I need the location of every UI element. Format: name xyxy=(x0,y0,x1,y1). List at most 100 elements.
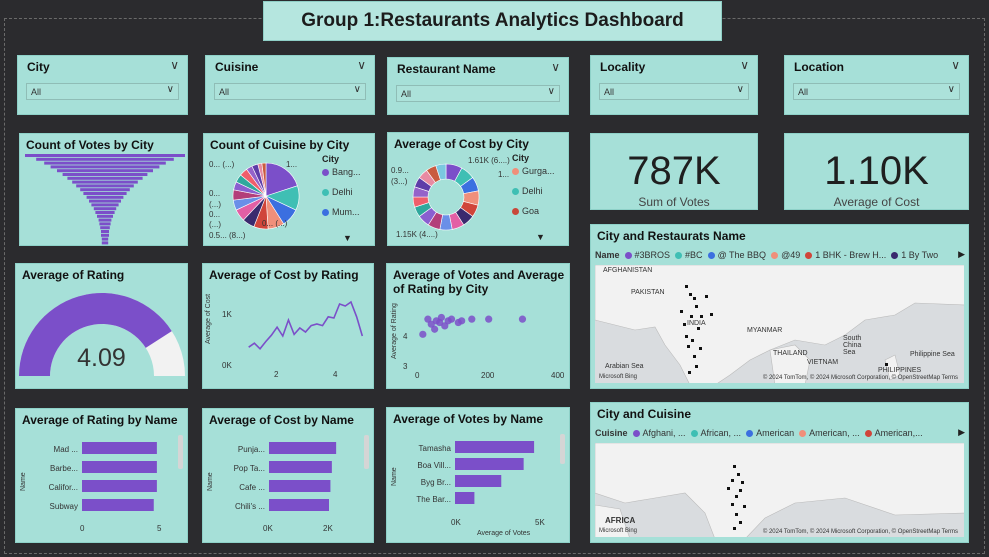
map-city-cuisine-card[interactable]: City and Cuisine Cuisine Afghani, ... Af… xyxy=(590,402,969,543)
scatter-point[interactable] xyxy=(437,313,445,322)
map-point[interactable] xyxy=(680,310,683,313)
map-point[interactable] xyxy=(693,297,696,300)
legend-item[interactable]: American xyxy=(746,428,794,438)
bar[interactable] xyxy=(269,461,332,473)
map-point[interactable] xyxy=(743,505,746,508)
rating-gauge-card[interactable]: Average of Rating 4.09 xyxy=(15,263,188,389)
map-point[interactable] xyxy=(685,335,688,338)
funnel-bar[interactable] xyxy=(67,176,143,180)
next-arrow-icon[interactable]: ▶ xyxy=(958,249,965,259)
chevron-down-icon[interactable]: ∨ xyxy=(357,58,366,72)
funnel-bar[interactable] xyxy=(101,241,109,245)
map-point[interactable] xyxy=(691,339,694,342)
map-point[interactable] xyxy=(685,285,688,288)
bar-chart[interactable]: Mad ... Barbe... Califor... Subway xyxy=(16,409,188,543)
pie-slice[interactable] xyxy=(435,163,447,181)
funnel-bar[interactable] xyxy=(86,195,124,199)
legend-item[interactable]: American, ... xyxy=(799,428,860,438)
bar[interactable] xyxy=(82,480,157,492)
scatter-chart[interactable] xyxy=(387,264,570,389)
legend-item[interactable]: Bang... xyxy=(322,167,361,177)
legend-item[interactable]: #3BROS xyxy=(624,250,670,260)
map-point[interactable] xyxy=(695,305,698,308)
funnel-bar[interactable] xyxy=(89,199,121,203)
map-canvas[interactable]: AFGHANISTAN PAKISTAN INDIA MYANMAR THAIL… xyxy=(595,265,964,383)
votes-rating-city-card[interactable]: Average of Votes and Average of Rating b… xyxy=(386,263,570,389)
funnel-bar[interactable] xyxy=(101,237,109,241)
scatter-point[interactable] xyxy=(468,315,476,323)
scatter-point[interactable] xyxy=(431,325,439,333)
rating-by-name-card[interactable]: Average of Rating by Name Mad ... Barbe..… xyxy=(15,408,188,543)
funnel-bar[interactable] xyxy=(100,226,110,230)
scatter-point[interactable] xyxy=(419,330,427,338)
cost-by-rating-card[interactable]: Average of Cost by Rating Average of Cos… xyxy=(202,263,374,389)
slicer-dropdown[interactable]: All ∨ xyxy=(599,83,749,100)
scatter-point[interactable] xyxy=(424,315,432,323)
slicer-dropdown[interactable]: All ∨ xyxy=(26,83,179,100)
chevron-down-icon[interactable]: ∨ xyxy=(551,60,560,74)
cost-by-name-card[interactable]: Average of Cost by Name Punja... Pop Ta..… xyxy=(202,408,374,543)
bar[interactable] xyxy=(82,461,157,473)
legend-item[interactable]: 1 BHK - Brew H... xyxy=(805,250,886,260)
bar[interactable] xyxy=(455,458,524,470)
map-point[interactable] xyxy=(727,487,730,490)
caret-down-icon[interactable]: ▼ xyxy=(536,232,545,242)
legend-item[interactable]: Afghani, ... xyxy=(632,428,686,438)
bar[interactable] xyxy=(82,499,154,511)
funnel-bar[interactable] xyxy=(101,230,109,233)
funnel-bar[interactable] xyxy=(83,192,127,195)
bar[interactable] xyxy=(269,480,331,492)
line-chart[interactable] xyxy=(203,264,374,389)
funnel-bar[interactable] xyxy=(76,184,134,188)
bar[interactable] xyxy=(82,442,157,454)
map-point[interactable] xyxy=(733,465,736,468)
map-point[interactable] xyxy=(700,315,703,318)
slicer-dropdown[interactable]: All ∨ xyxy=(396,85,560,102)
funnel-bar[interactable] xyxy=(72,180,138,184)
scatter-point[interactable] xyxy=(427,320,435,328)
slicer-dropdown[interactable]: All ∨ xyxy=(214,83,366,100)
scatter-point[interactable] xyxy=(518,315,527,323)
votes-by-name-card[interactable]: Average of Votes by Name Tamasha Boa Vill… xyxy=(386,407,570,543)
series-line[interactable] xyxy=(248,300,364,350)
gauge-chart[interactable] xyxy=(16,264,188,389)
funnel-bar[interactable] xyxy=(101,233,109,237)
funnel-bar[interactable] xyxy=(36,157,174,161)
funnel-bar[interactable] xyxy=(62,173,148,176)
legend-item[interactable]: @49 xyxy=(771,250,800,260)
map-point[interactable] xyxy=(737,473,740,476)
cost-by-city-card[interactable]: Average of Cost by City 1.61K (6....) 0.… xyxy=(387,132,569,246)
funnel-chart[interactable] xyxy=(20,134,188,246)
map-point[interactable] xyxy=(735,495,738,498)
cuisine-by-city-card[interactable]: Count of Cuisine by City 0... (...) 1...… xyxy=(203,133,375,246)
chevron-down-icon[interactable]: ∨ xyxy=(740,58,749,72)
pie-slice[interactable] xyxy=(265,162,298,197)
map-point[interactable] xyxy=(710,313,713,316)
map-point[interactable] xyxy=(705,295,708,298)
map-point[interactable] xyxy=(735,513,738,516)
scrollbar[interactable] xyxy=(560,434,565,464)
map-point[interactable] xyxy=(699,347,702,350)
map-city-restaurants-card[interactable]: City and Restaurats Name Name #3BROS #BC… xyxy=(590,224,969,389)
legend-item[interactable]: Delhi xyxy=(512,186,555,196)
map-point[interactable] xyxy=(697,327,700,330)
map-point[interactable] xyxy=(687,345,690,348)
legend-item[interactable]: Gurga... xyxy=(512,166,555,176)
map-point[interactable] xyxy=(689,293,692,296)
bar-chart[interactable]: Punja... Pop Ta... Cafe ... Chili's ... xyxy=(203,409,374,543)
map-canvas[interactable]: AFRICA xyxy=(595,443,964,537)
scatter-point[interactable] xyxy=(458,317,466,325)
map-point[interactable] xyxy=(693,355,696,358)
legend-item[interactable]: Mum... xyxy=(322,207,361,217)
scrollbar[interactable] xyxy=(178,435,183,469)
scatter-point[interactable] xyxy=(441,322,449,330)
funnel-bar[interactable] xyxy=(95,211,115,214)
legend-item[interactable]: @ The BBQ xyxy=(707,250,766,260)
caret-down-icon[interactable]: ▼ xyxy=(343,233,352,243)
legend-item[interactable]: American,... xyxy=(864,428,923,438)
bar[interactable] xyxy=(455,475,502,487)
donut-chart[interactable] xyxy=(388,133,569,246)
funnel-bar[interactable] xyxy=(99,222,111,226)
legend-item[interactable]: African, ... xyxy=(690,428,741,438)
map-point[interactable] xyxy=(741,481,744,484)
